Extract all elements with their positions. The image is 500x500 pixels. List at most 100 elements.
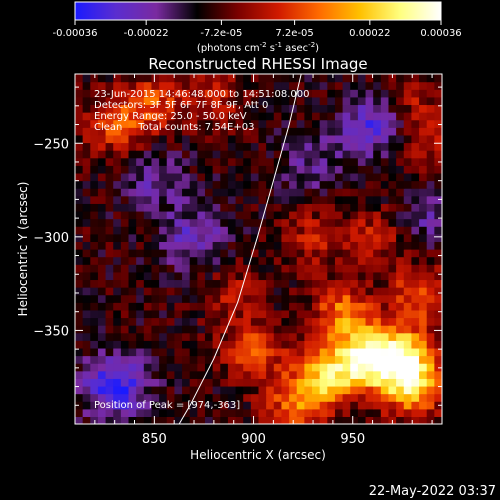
heatmap-cell <box>411 385 420 395</box>
heatmap-cell <box>319 96 328 106</box>
heatmap-cell <box>319 81 328 90</box>
heatmap-cell <box>426 287 435 296</box>
heatmap-cell <box>75 279 84 288</box>
heatmap-cell <box>327 241 336 250</box>
heatmap-cell <box>90 142 99 151</box>
heatmap-cell <box>258 302 267 311</box>
heatmap-cell <box>250 157 260 166</box>
heatmap-cell <box>365 119 374 128</box>
heatmap-cell <box>426 226 435 235</box>
heatmap-cell <box>419 112 428 121</box>
heatmap-cell <box>312 370 321 379</box>
heatmap-cell <box>350 302 359 311</box>
heatmap-cell <box>342 249 351 258</box>
heatmap-cell <box>120 226 130 235</box>
heatmap-cell <box>327 249 336 258</box>
heatmap-cell <box>159 294 168 303</box>
heatmap-cell <box>182 325 191 334</box>
heatmap-cell <box>266 256 275 265</box>
heatmap-cell <box>281 325 290 334</box>
heatmap-cell <box>365 96 374 106</box>
heatmap-cell <box>82 195 91 204</box>
heatmap-cell <box>105 218 114 227</box>
heatmap-cell <box>82 279 91 288</box>
heatmap-cell <box>204 226 214 235</box>
heatmap-cell <box>388 188 397 197</box>
heatmap-cell <box>258 325 267 334</box>
heatmap-cell <box>373 165 382 174</box>
y-tick-label: −300 <box>33 231 69 246</box>
heatmap-cell <box>289 74 298 83</box>
heatmap-cell <box>250 203 260 212</box>
heatmap-cell <box>373 210 382 220</box>
heatmap-cell <box>312 203 321 212</box>
heatmap-cell <box>380 188 390 197</box>
heatmap-cell <box>151 142 160 151</box>
heatmap-cell <box>388 180 397 189</box>
heatmap-cell <box>182 180 191 189</box>
heatmap-cell <box>434 279 442 288</box>
heatmap-cell <box>411 256 420 265</box>
heatmap-cell <box>434 127 442 136</box>
heatmap-cell <box>388 150 397 159</box>
heatmap-cell <box>113 309 122 319</box>
heatmap-cell <box>273 241 283 250</box>
heatmap-cell <box>220 393 229 402</box>
heatmap-cell <box>166 180 175 189</box>
heatmap-cell <box>174 203 183 212</box>
heatmap-cell <box>235 408 244 417</box>
heatmap-cell <box>220 96 229 106</box>
heatmap-cell <box>304 325 313 334</box>
heatmap-cell <box>90 210 99 220</box>
heatmap-cell <box>380 332 390 341</box>
colorbar-tick-label: -0.00036 <box>53 28 98 39</box>
heatmap-cell <box>120 172 130 182</box>
heatmap-cell <box>319 249 328 258</box>
heatmap-cell <box>227 256 237 265</box>
heatmap-cell <box>327 355 336 364</box>
heatmap-cell <box>388 385 397 395</box>
heatmap-cell <box>403 271 413 281</box>
heatmap-cell <box>174 340 183 349</box>
heatmap-cell <box>365 302 374 311</box>
heatmap-cell <box>120 408 130 417</box>
heatmap-cell <box>113 249 122 258</box>
heatmap-cell <box>250 363 260 372</box>
heatmap-cell <box>342 157 351 166</box>
heatmap-cell <box>388 370 397 379</box>
heatmap-cell <box>120 241 130 250</box>
heatmap-cell <box>312 264 321 273</box>
heatmap-cell <box>296 363 305 372</box>
heatmap-cell <box>166 287 175 296</box>
heatmap-cell <box>289 287 298 296</box>
heatmap-cell <box>197 363 206 372</box>
heatmap-cell <box>304 119 313 128</box>
heatmap-cell <box>174 112 183 121</box>
heatmap-cell <box>327 256 336 265</box>
heatmap-cell <box>143 355 153 364</box>
annotation-time-range: 23-Jun-2015 14:46:48.000 to 14:51:08.000 <box>94 89 310 100</box>
heatmap-cell <box>75 112 84 121</box>
heatmap-cell <box>159 157 168 166</box>
heatmap-cell <box>411 317 420 326</box>
heatmap-cell <box>281 165 290 174</box>
heatmap-cell <box>357 134 367 144</box>
heatmap-cell <box>289 218 298 227</box>
heatmap-cell <box>113 256 122 265</box>
colorbar-ticks: -0.00036 -0.00022 -7.2e-05 7.2e-05 0.00022 0.… <box>53 20 462 39</box>
heatmap-cell <box>365 309 374 319</box>
heatmap-cell <box>220 127 229 136</box>
heatmap-cell <box>220 309 229 319</box>
heatmap-cell <box>319 241 328 250</box>
heatmap-cell <box>365 271 374 281</box>
heatmap-cell <box>388 112 397 121</box>
heatmap-cell <box>419 355 428 364</box>
heatmap-cell <box>319 264 328 273</box>
heatmap-cell <box>75 165 84 174</box>
heatmap-cell <box>212 340 221 349</box>
heatmap-cell <box>296 264 305 273</box>
heatmap-cell <box>411 332 420 341</box>
heatmap-cell <box>304 226 313 235</box>
heatmap-cell <box>204 142 214 151</box>
heatmap-cell <box>113 119 122 128</box>
